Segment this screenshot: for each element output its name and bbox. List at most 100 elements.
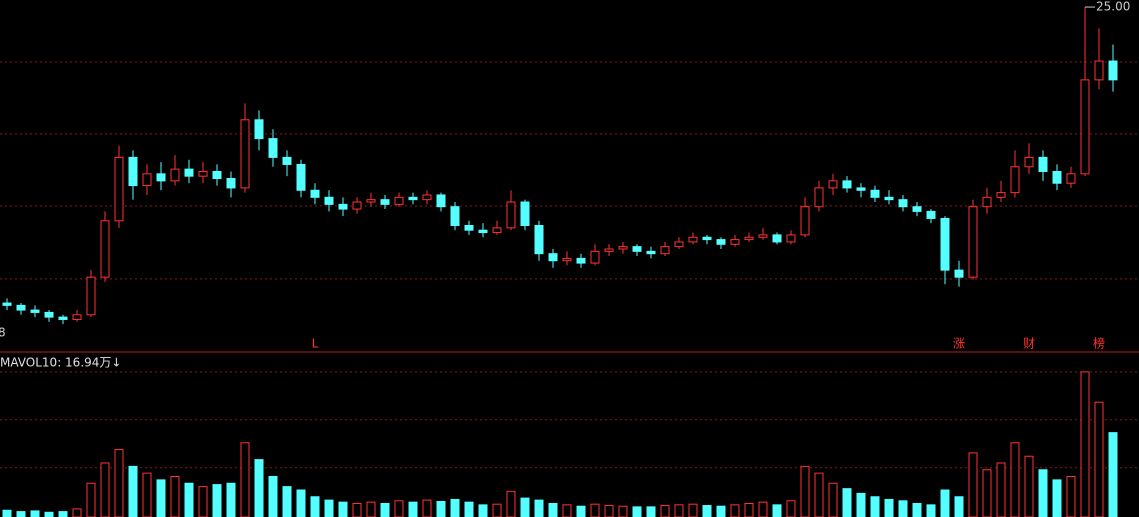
candle-body [72, 314, 82, 320]
candle-body [142, 173, 152, 187]
candle-body [520, 201, 530, 227]
volume-bar [44, 511, 54, 517]
candle-body [156, 173, 166, 182]
volume-bar [800, 465, 810, 517]
candle-body [114, 156, 124, 222]
volume-bar [828, 482, 838, 517]
candle-body [660, 246, 670, 255]
candle-body [772, 234, 782, 243]
candle-body [800, 206, 810, 236]
candle-body [240, 119, 250, 189]
candle-body [478, 229, 488, 234]
candle-body [254, 119, 264, 140]
volume-bar [996, 462, 1006, 517]
candle-body [450, 206, 460, 227]
candle-body [856, 187, 866, 191]
candle-body [30, 309, 40, 313]
candle-body [184, 168, 194, 177]
candle-body [380, 199, 390, 205]
candle-body [954, 269, 964, 278]
volume-bar [744, 503, 754, 517]
candle-body [366, 199, 376, 203]
volume-bar [758, 501, 768, 517]
candle-body [268, 138, 278, 158]
event-marker: L [312, 337, 319, 351]
candle-body [548, 253, 558, 262]
candle-body [324, 196, 334, 205]
candle-body [422, 194, 432, 201]
volume-bar [268, 476, 278, 517]
volume-bar [198, 486, 208, 517]
candle-body [618, 246, 628, 250]
edge-label: 8 [0, 326, 6, 340]
volume-bar [618, 505, 628, 517]
volume-bar [1080, 371, 1090, 517]
candle-body [1094, 60, 1104, 81]
candle-body [898, 199, 908, 208]
candle-body [632, 246, 642, 252]
volume-bar [30, 510, 40, 517]
candle-body [394, 196, 404, 205]
volume-bar [856, 492, 866, 517]
volume-bar [282, 486, 292, 517]
candle-body [982, 196, 992, 208]
candle-body [758, 234, 768, 238]
event-marker: 涨 [953, 336, 965, 351]
volume-bar [562, 504, 572, 517]
candle-body [128, 156, 138, 187]
volume-bar [184, 482, 194, 517]
volume-bar [464, 501, 474, 517]
candle-body [1052, 170, 1062, 184]
event-marker: 财 [1023, 337, 1035, 351]
candle-body [16, 304, 26, 311]
candle-body [996, 192, 1006, 198]
volume-bar [1066, 476, 1076, 517]
volume-bar [296, 489, 306, 517]
volume-bar [898, 500, 908, 517]
candle-body [744, 236, 754, 241]
candle-body [716, 239, 726, 245]
volume-bar [716, 505, 726, 517]
volume-bar [254, 459, 264, 517]
candle-body [576, 257, 586, 264]
volume-bar [534, 499, 544, 517]
volume-bar [170, 476, 180, 517]
volume-bar [772, 504, 782, 517]
candle-body [1024, 156, 1034, 168]
candle-body [646, 250, 656, 255]
volume-bar [506, 490, 516, 517]
candle-body [170, 168, 180, 182]
event-marker: 榜 [1093, 336, 1105, 351]
volume-bar [366, 501, 376, 517]
volume-bar [842, 488, 852, 517]
max-marker-label: 25.00 [1096, 0, 1130, 14]
volume-bar [86, 482, 96, 517]
volume-bar [492, 503, 502, 517]
candle-body [212, 170, 222, 180]
candle-body [2, 302, 12, 306]
candle-body [338, 203, 348, 210]
volume-bar [128, 465, 138, 517]
volume-bar [338, 501, 348, 517]
candle-body [604, 248, 614, 252]
candle-body [44, 311, 54, 318]
volume-bar [422, 499, 432, 517]
candle-body [870, 189, 880, 198]
volume-bar [394, 500, 404, 517]
candle-body [436, 194, 446, 208]
volume-bar [730, 504, 740, 517]
volume-bar [870, 496, 880, 517]
volume-bar [1052, 479, 1062, 517]
volume-bar [212, 484, 222, 517]
candle-body [1108, 60, 1118, 81]
volume-bar [548, 503, 558, 517]
volume-bar [968, 452, 978, 517]
volume-bar [926, 504, 936, 517]
candle-body [940, 217, 950, 271]
volume-bar [632, 506, 642, 517]
volume-bar [142, 472, 152, 517]
candle-body [1010, 166, 1020, 194]
candle-body [884, 196, 894, 201]
volume-bar [114, 449, 124, 517]
